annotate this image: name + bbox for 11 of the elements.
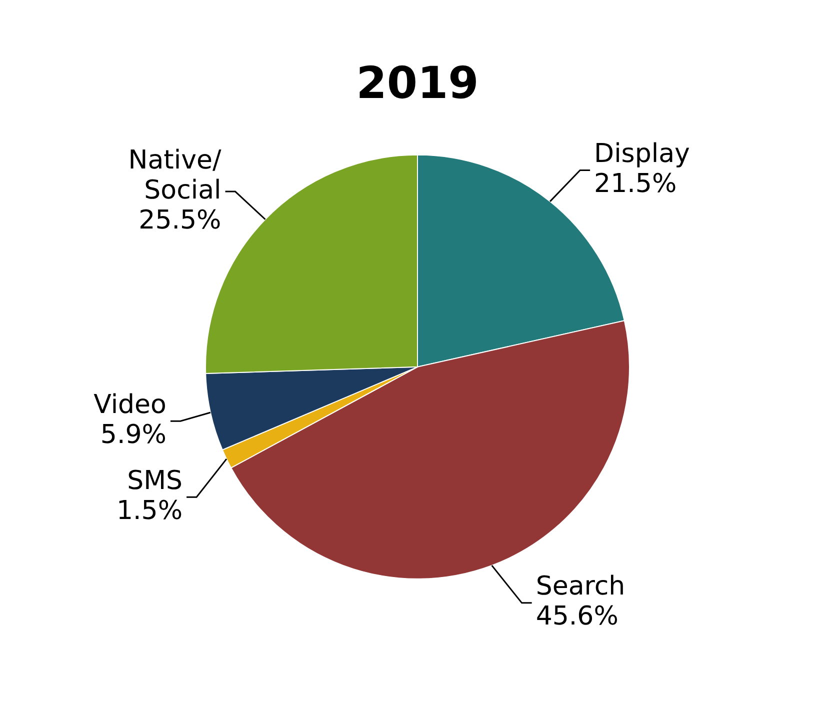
data-label: 25.5% (138, 205, 222, 236)
slice-label: SMS (127, 466, 183, 496)
slice-label: Display (594, 138, 690, 169)
data-label: 21.5% (594, 168, 677, 199)
slice-label: Search (536, 572, 626, 602)
data-label: 5.9% (100, 420, 166, 450)
data-label: 45.6% (536, 602, 618, 632)
slice-label: Native/Social (128, 145, 222, 206)
slice-label: Video (94, 390, 166, 420)
chart-title: 2019 (356, 58, 479, 109)
data-label: 1.5% (116, 496, 183, 526)
